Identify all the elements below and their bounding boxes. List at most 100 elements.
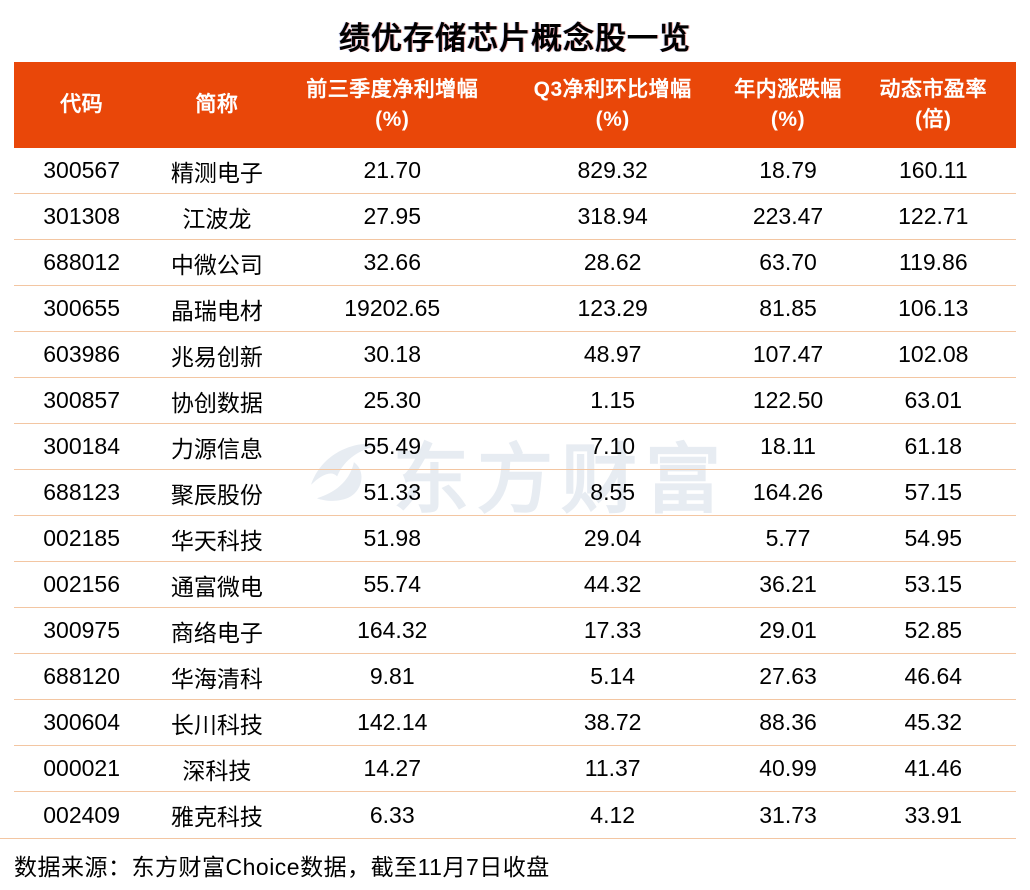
cell-name: 华海清科 [170,665,263,692]
cell-q3-qoq-profit-growth: 48.97 [583,341,642,367]
cell-q1-3-profit-growth: 164.32 [357,617,428,643]
table-row: 300857 协创数据 25.30 1.15 122.50 63.01 [14,378,1016,424]
header-cell-name: 简称 [195,92,239,116]
cell-code: 000021 [43,755,120,781]
cell-q3-qoq-profit-growth: 28.62 [583,249,642,275]
header-cell-code: 代码 [60,92,104,116]
table-row: 688012 中微公司 32.66 28.62 63.70 119.86 [14,240,1016,286]
cell-dynamic-pe: 102.08 [898,341,969,367]
cell-dynamic-pe: 46.64 [904,663,963,689]
table-header-row: 代码 简称 前三季度净利增幅 (%) Q3净利环比增幅 (%) 年内涨跌幅 (%) 动态市盈率(… [14,62,1016,148]
cell-dynamic-pe: 57.15 [904,479,963,505]
cell-q1-3-profit-growth: 30.18 [363,341,422,367]
cell-q3-qoq-profit-growth: 123.29 [577,295,648,321]
cell-code: 300857 [43,387,120,413]
table-row: 301308 江波龙 27.95 318.94 223.47 122.71 [14,194,1016,240]
cell-q3-qoq-profit-growth: 29.04 [583,525,642,551]
cell-dynamic-pe: 41.46 [904,755,963,781]
cell-name: 通富微电 [170,573,263,600]
cell-dynamic-pe: 61.18 [904,433,963,459]
cell-ytd-change: 5.77 [765,525,811,551]
cell-ytd-change: 122.50 [752,387,824,413]
cell-name: 晶瑞电材 [170,297,263,324]
cell-q1-3-profit-growth: 55.49 [363,433,422,459]
table-row: 300975 商络电子 164.32 17.33 29.01 52.85 [14,608,1016,654]
cell-dynamic-pe: 33.91 [904,801,963,828]
cell-name: 商络电子 [170,619,263,646]
cell-q3-qoq-profit-growth: 7.10 [590,433,636,459]
page-title: 绩优存储芯片概念股一览 [339,21,691,56]
cell-q3-qoq-profit-growth: 4.12 [590,801,636,828]
cell-q1-3-profit-growth: 6.33 [369,801,415,828]
cell-dynamic-pe: 53.15 [904,571,963,597]
cell-q1-3-profit-growth: 25.30 [363,387,422,413]
cell-ytd-change: 164.26 [752,479,824,505]
footer-divider [0,838,1016,839]
table-row: 002409 雅克科技 6.33 4.12 31.73 33.91 [14,792,1016,838]
cell-dynamic-pe: 52.85 [904,617,963,643]
cell-q3-qoq-profit-growth: 17.33 [583,617,642,643]
cell-ytd-change: 63.70 [759,249,817,275]
cell-ytd-change: 18.79 [759,157,817,183]
cell-ytd-change: 31.73 [759,801,817,828]
cell-ytd-change: 40.99 [759,755,817,781]
cell-ytd-change: 81.85 [759,295,817,321]
table-body: 300567 精测电子 21.70 829.32 18.79 160.11 301308 江波… [14,148,1016,838]
cell-ytd-change: 223.47 [752,203,824,229]
cell-q3-qoq-profit-growth: 5.14 [590,663,636,689]
footer: 数据来源：东方财富Choice数据，截至11月7日收盘 [0,839,1030,882]
table-row: 300604 长川科技 142.14 38.72 88.36 45.32 [14,700,1016,746]
cell-dynamic-pe: 160.11 [898,157,968,183]
table-row: 603986 兆易创新 30.18 48.97 107.47 102.08 [14,332,1016,378]
cell-code: 688123 [43,479,120,505]
cell-q3-qoq-profit-growth: 44.32 [583,571,642,597]
cell-q1-3-profit-growth: 19202.65 [344,295,441,321]
cell-code: 688120 [43,663,120,689]
table-row: 688120 华海清科 9.81 5.14 27.63 46.64 [14,654,1016,700]
cell-q1-3-profit-growth: 32.66 [363,249,422,275]
cell-q3-qoq-profit-growth: 11.37 [584,755,641,781]
cell-name: 中微公司 [170,251,263,278]
cell-q1-3-profit-growth: 14.27 [363,755,422,781]
cell-dynamic-pe: 54.95 [904,525,963,551]
cell-code: 300655 [43,295,120,321]
cell-q3-qoq-profit-growth: 38.72 [583,709,642,735]
cell-q1-3-profit-growth: 9.81 [369,663,415,689]
cell-dynamic-pe: 119.86 [898,249,968,275]
cell-q1-3-profit-growth: 55.74 [363,571,422,597]
cell-ytd-change: 88.36 [759,709,817,735]
cell-dynamic-pe: 122.71 [898,203,969,229]
cell-code: 300975 [43,617,120,643]
stock-table: 东方财富 代码 简称 前三季度净利增幅 (%) Q3净利环比增幅 (%) 年内涨跌幅 (%) 动… [14,62,1016,838]
cell-name: 力源信息 [170,435,263,462]
table-row: 300655 晶瑞电材 19202.65 123.29 81.85 106.13 [14,286,1016,332]
header-cell-q3-qoq-profit-growth: Q3净利环比增幅 (%) [533,77,692,131]
cell-name: 雅克科技 [170,804,263,830]
cell-code: 300567 [43,157,120,183]
cell-dynamic-pe: 106.13 [898,295,969,321]
cell-name: 深科技 [182,757,252,784]
cell-code: 603986 [43,341,120,367]
cell-q1-3-profit-growth: 51.33 [363,479,422,505]
cell-q3-qoq-profit-growth: 1.15 [590,387,636,413]
cell-q1-3-profit-growth: 51.98 [363,525,422,551]
cell-q3-qoq-profit-growth: 8.55 [590,479,636,505]
cell-name: 精测电子 [170,159,263,186]
cell-name: 聚辰股份 [170,481,263,508]
cell-code: 688012 [43,249,120,275]
cell-q1-3-profit-growth: 142.14 [357,709,428,735]
cell-dynamic-pe: 45.32 [904,709,963,735]
cell-ytd-change: 36.21 [759,571,817,597]
header-cell-q1-3-profit-growth: 前三季度净利增幅 (%) [306,77,479,131]
cell-code: 002409 [43,801,120,828]
cell-code: 300604 [43,709,120,735]
cell-ytd-change: 18.11 [760,433,816,459]
table-row: 300184 力源信息 55.49 7.10 18.11 61.18 [14,424,1016,470]
cell-code: 002185 [43,525,120,551]
cell-name: 协创数据 [170,389,263,416]
cell-code: 002156 [43,571,120,597]
cell-code: 301308 [43,203,120,229]
table-row: 300567 精测电子 21.70 829.32 18.79 160.11 [14,148,1016,194]
cell-name: 长川科技 [170,711,263,738]
